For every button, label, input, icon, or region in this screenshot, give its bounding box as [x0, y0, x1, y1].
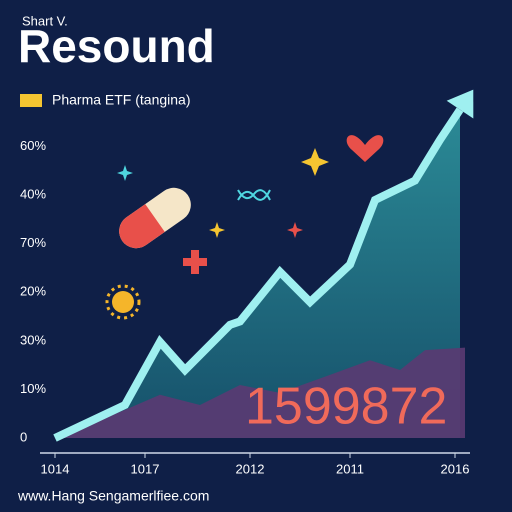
cross-icon — [183, 250, 207, 274]
y-tick-label: 20% — [20, 284, 46, 299]
x-tick-label: 1017 — [131, 461, 160, 476]
sun-icon — [105, 284, 141, 320]
legend-swatch — [20, 94, 42, 107]
chart-title: Resound — [18, 20, 215, 72]
plot-area — [53, 89, 474, 442]
dna-icon — [237, 189, 271, 201]
y-tick-label: 10% — [20, 381, 46, 396]
area — [55, 347, 465, 438]
legend-label: Pharma ETF (tangina) — [52, 92, 191, 108]
y-tick-label: 60% — [20, 138, 46, 153]
y-tick-label: 70% — [20, 235, 46, 250]
line — [53, 107, 464, 442]
sparkle — [287, 222, 303, 238]
x-tick-label: 2016 — [441, 461, 470, 476]
y-tick-label: 40% — [20, 187, 46, 202]
y-tick-label: 30% — [20, 332, 46, 347]
x-tick-label: 2011 — [336, 461, 364, 476]
heart-icon — [346, 135, 384, 162]
sparkle — [301, 148, 329, 176]
x-tick-label: 2012 — [236, 461, 265, 476]
x-tick-label: 1014 — [41, 461, 70, 476]
sparkle — [117, 165, 133, 181]
arrow-head — [446, 89, 474, 119]
pill-icon — [119, 187, 191, 249]
sparkle — [209, 222, 225, 238]
annotation: 1599872 — [245, 378, 447, 436]
y-tick-label: 0 — [20, 429, 27, 444]
decorations — [105, 135, 384, 320]
subtitle: Shart V. — [22, 13, 68, 28]
footer: www.Hang Sengamerlfiee.com — [17, 488, 209, 504]
